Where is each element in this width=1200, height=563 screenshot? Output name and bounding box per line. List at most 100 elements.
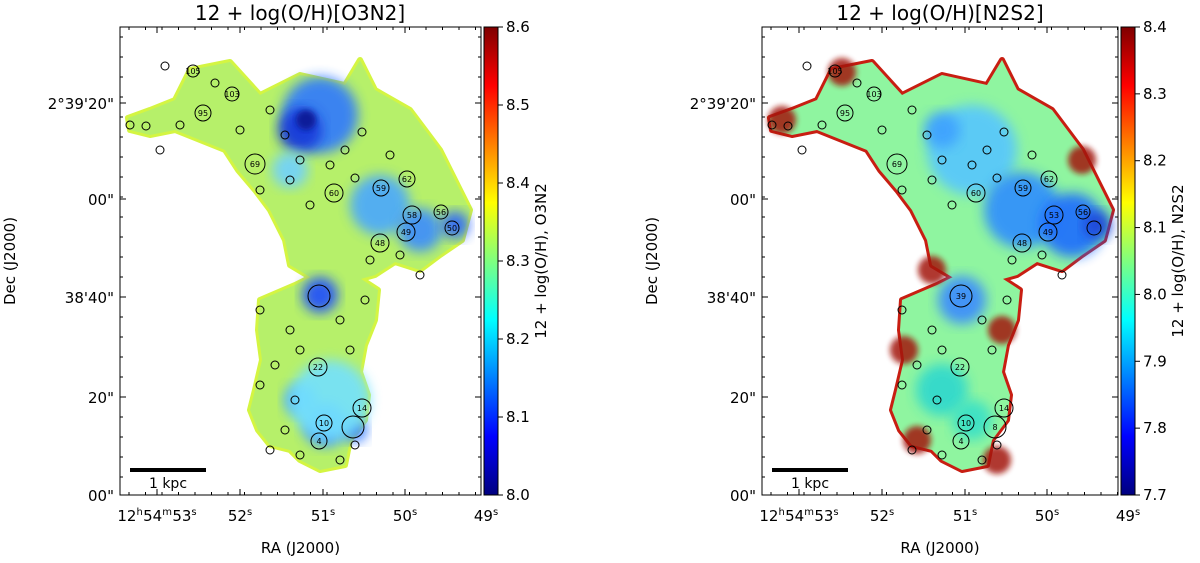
- hii-region-marker: [977, 455, 987, 465]
- hii-region-marker: [141, 121, 151, 131]
- region-label-4: 4: [316, 437, 321, 446]
- hii-region-marker: [255, 305, 265, 315]
- hii-region-marker: [836, 104, 854, 122]
- hii-region-marker: [937, 450, 947, 460]
- hii-region-marker: [345, 345, 355, 355]
- hii-region-marker: [957, 414, 975, 432]
- region-label-14: 14: [999, 404, 1009, 413]
- y-tick-label: 2°39'20": [48, 95, 114, 113]
- hii-region-marker: [907, 445, 917, 455]
- hii-region-marker: [922, 425, 932, 435]
- hii-region-marker: [999, 127, 1009, 137]
- hii-region-marker: [315, 414, 333, 432]
- hii-region-marker: [194, 104, 212, 122]
- colorbar-tick-label: 8.0: [1143, 285, 1167, 303]
- x-tick-label: 49s: [1116, 507, 1140, 525]
- hii-region-marker: [802, 61, 812, 71]
- region-label-58: 58: [407, 211, 417, 220]
- region-label-49: 49: [1043, 228, 1053, 237]
- hii-region-marker: [265, 445, 275, 455]
- y-tick-label: 38'40": [65, 289, 114, 307]
- hii-region-marker: [967, 160, 977, 170]
- region-label-59: 59: [1018, 184, 1028, 193]
- region-label-59: 59: [376, 184, 386, 193]
- hii-region-marker: [385, 150, 395, 160]
- hii-region-marker: [977, 315, 987, 325]
- region-label-14: 14: [357, 404, 367, 413]
- y-tick-label: 00": [88, 191, 114, 209]
- hii-region-marker: [950, 357, 970, 377]
- hii-region-marker: [897, 185, 907, 195]
- x-tick-label: 12h 54m 53s: [117, 507, 196, 525]
- y-axis-label: Dec (J2000): [643, 217, 661, 305]
- colorbar-tick-label: 8.0: [506, 486, 530, 504]
- hii-region-marker: [295, 345, 305, 355]
- region-label-49: 49: [401, 228, 411, 237]
- hii-region-marker: [160, 61, 170, 71]
- hii-region-marker: [305, 200, 315, 210]
- colorbar-tick-label: 8.6: [506, 18, 530, 36]
- x-tick-label: 50s: [393, 507, 417, 525]
- hii-region-marker: [310, 432, 328, 450]
- hii-region-marker: [335, 455, 345, 465]
- colorbar-tick-label: 7.7: [1143, 486, 1167, 504]
- hii-region-marker: [982, 145, 992, 155]
- colorbar-tick-label: 7.9: [1143, 352, 1167, 370]
- hii-region-marker: [994, 398, 1014, 418]
- colorbar-tick-label: 8.4: [506, 174, 530, 192]
- hii-region-marker: [828, 64, 842, 78]
- colorbar-tick-label: 8.5: [506, 96, 530, 114]
- hii-region-marker: [952, 432, 970, 450]
- x-tick-label: 51s: [311, 507, 335, 525]
- region-label-56: 56: [1078, 208, 1088, 217]
- hii-region-marker: [285, 175, 295, 185]
- hii-region-marker: [1044, 205, 1064, 225]
- x-tick-label: 51s: [953, 507, 977, 525]
- region-label-62: 62: [1044, 175, 1054, 184]
- colorbar-label: 12 + log(O/H), N2S2: [1169, 184, 1187, 337]
- region-label-103: 103: [866, 90, 881, 99]
- hii-region-marker: [308, 357, 328, 377]
- scale-bar-label: 1 kpc: [149, 476, 187, 492]
- hii-region-marker: [155, 145, 165, 155]
- hii-region-marker: [1037, 250, 1047, 260]
- hii-region-marker: [395, 250, 405, 260]
- panel-2: 105 103 95 69 60 59 62 56 48 49 22 14 10 4 53 39 8 12 + l…: [643, 1, 1187, 557]
- colorbar: 8.6 8.5 8.4 8.3 8.2 8.1 8.0 12 + log(O/H), O3N2: [483, 18, 550, 504]
- region-label-62: 62: [402, 175, 412, 184]
- hii-region-marker: [992, 173, 1002, 183]
- region-label-95: 95: [840, 109, 850, 118]
- region-label-10: 10: [319, 419, 329, 428]
- hii-region-marker: [897, 305, 907, 315]
- hii-region-marker: [350, 440, 360, 450]
- hii-region-marker: [1012, 233, 1032, 253]
- y-tick-label: 00": [88, 487, 114, 505]
- colorbar-label: 12 + log(O/H), O3N2: [532, 183, 550, 339]
- region-label-50: 50: [447, 224, 457, 233]
- hii-region-marker: [365, 255, 375, 265]
- hii-region-marker: [340, 145, 350, 155]
- region-label-105: 105: [827, 67, 842, 76]
- region-label-69: 69: [892, 160, 902, 169]
- hii-region-marker: [307, 284, 331, 308]
- axes-frame: [119, 26, 482, 496]
- region-label-56: 56: [436, 208, 446, 217]
- hii-region-marker: [937, 345, 947, 355]
- hii-region-marker: [932, 395, 942, 405]
- hii-region-marker: [1027, 150, 1037, 160]
- hii-region-marker: [255, 380, 265, 390]
- hii-region-marker: [937, 155, 947, 165]
- hii-region-marker: [783, 121, 793, 131]
- hii-region-marker: [398, 170, 416, 188]
- hii-region-marker: [1014, 179, 1032, 197]
- colorbar-tick-label: 7.8: [1143, 419, 1167, 437]
- x-tick-label: 50s: [1035, 507, 1059, 525]
- x-axis-label: RA (J2000): [900, 539, 979, 557]
- hii-region-marker: [396, 222, 416, 242]
- abundance-map: [125, 57, 473, 473]
- hii-region-marker: [370, 233, 390, 253]
- hii-region-marker: [360, 295, 370, 305]
- hii-region-marker: [295, 155, 305, 165]
- colorbar-tick-label: 8.2: [1143, 152, 1167, 170]
